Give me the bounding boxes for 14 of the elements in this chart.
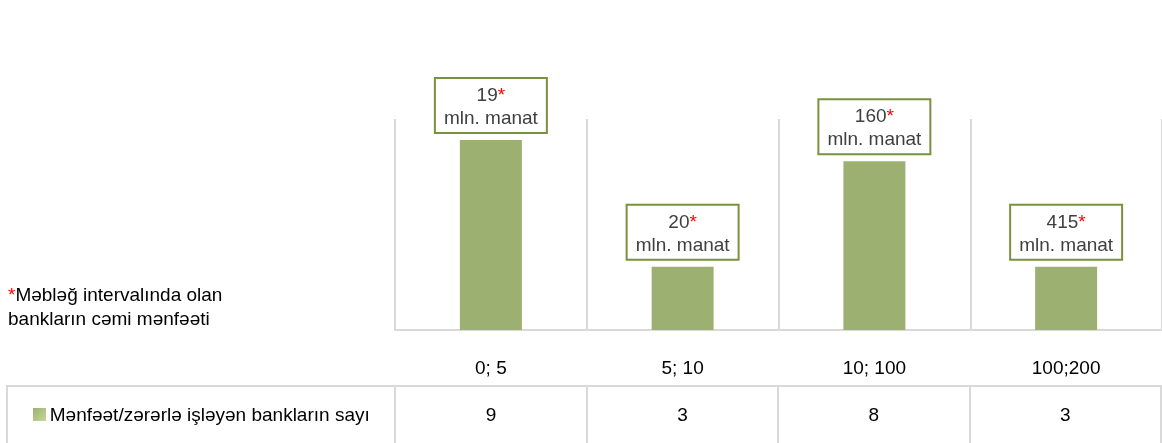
data-label: 9 <box>395 386 587 443</box>
legend-label: Mənfəət/zərərlə işləyən bankların sayı <box>7 386 396 443</box>
annotation: 19* mln. manat <box>443 84 539 129</box>
x-tick-label: 10; 100 <box>842 357 907 378</box>
data-label: 3 <box>586 386 779 443</box>
data-label: 8 <box>778 386 970 443</box>
data-label: 3 <box>969 386 1161 443</box>
x-tick-label: 100;200 <box>1031 357 1101 378</box>
x-tick-label: 5; 10 <box>661 357 704 378</box>
annotation: 160* mln. manat <box>827 105 923 150</box>
x-tick-label: 0; 5 <box>475 357 507 378</box>
text: *Məbləğ intervalında olan bankların cəmi mənfəəti <box>8 283 224 331</box>
annotation: 20* mln. manat <box>635 210 731 255</box>
annotation: 415* mln. manat <box>1019 210 1114 255</box>
